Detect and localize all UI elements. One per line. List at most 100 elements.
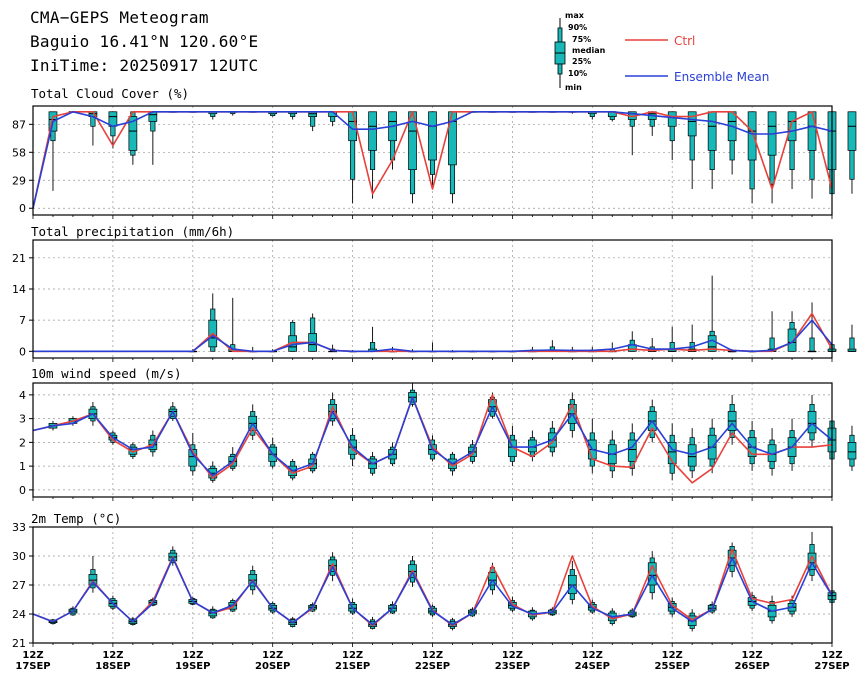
- box-0-32: [667, 111, 677, 161]
- box-inner: [687, 444, 697, 467]
- xtick-hour-9: 12Z: [742, 650, 763, 661]
- xtick-hour-2: 12Z: [182, 650, 203, 661]
- box-0-28: [587, 111, 597, 120]
- legend-key-1: 90%: [568, 23, 587, 32]
- box-0-38: [787, 111, 797, 189]
- box-inner: [488, 572, 497, 586]
- ytick-label-3-0: 21: [12, 637, 26, 650]
- box-inner: [707, 335, 717, 352]
- box-3-3: [88, 556, 98, 593]
- box-inner: [627, 439, 637, 462]
- ytick-label-1-0: 0: [19, 345, 26, 358]
- xtick-hour-0: 12Z: [22, 650, 43, 661]
- legend-key-0: max: [565, 11, 585, 20]
- box-inner: [428, 111, 437, 161]
- xtick-date-2: 19SEP: [175, 661, 210, 672]
- ytick-label-2-3: 3: [19, 413, 26, 426]
- box-inner: [787, 328, 797, 352]
- legend-key-5: 10%: [568, 69, 587, 78]
- series-mean-line-2: [32, 396, 833, 477]
- xtick-date-7: 24SEP: [575, 661, 610, 672]
- xtick-date-5: 22SEP: [415, 661, 450, 672]
- xtick-hour-5: 12Z: [422, 650, 443, 661]
- ytick-label-0-2: 58: [12, 146, 26, 159]
- box-0-17: [368, 111, 377, 199]
- box-3-27: [567, 560, 577, 605]
- xtick-hour-1: 12Z: [102, 650, 123, 661]
- ytick-label-3-2: 27: [12, 579, 26, 592]
- box-2-37: [767, 428, 777, 476]
- box-0-21: [448, 111, 457, 204]
- legend-key-4: 25%: [572, 57, 591, 66]
- box-inner: [368, 111, 377, 151]
- series-mean-line-0: [32, 111, 833, 209]
- legend-box-lower: [557, 63, 563, 75]
- xtick-hour-6: 12Z: [502, 650, 523, 661]
- box-0-36: [747, 111, 757, 204]
- box-1-39: [807, 302, 817, 353]
- legend-box-outer: [557, 27, 563, 43]
- box-inner: [807, 411, 817, 434]
- box-1-41: [847, 324, 857, 352]
- box-outer: [809, 337, 815, 352]
- xtick-hour-3: 12Z: [262, 650, 283, 661]
- series-mean-line-3: [32, 557, 833, 626]
- panel-frame-3: [32, 526, 833, 644]
- xtick-hour-7: 12Z: [582, 650, 603, 661]
- box-inner: [687, 111, 697, 137]
- ytick-label-2-0: 0: [19, 484, 26, 497]
- xtick-hour-10: 12Z: [821, 650, 842, 661]
- ytick-label-1-2: 14: [12, 283, 26, 296]
- box-0-35: [727, 111, 737, 175]
- box-2-39: [807, 394, 817, 448]
- xtick-date-1: 18SEP: [95, 661, 130, 672]
- panel-0: [29, 105, 857, 219]
- ytick-label-0-3: 87: [12, 118, 26, 131]
- box-inner: [807, 552, 817, 570]
- box-inner: [787, 111, 797, 142]
- box-inner: [707, 111, 717, 151]
- legend-key-6: min: [565, 83, 582, 92]
- box-0-33: [687, 111, 697, 189]
- box-1-14: [308, 313, 317, 352]
- box-0-30: [627, 111, 637, 156]
- box-1-17: [368, 326, 377, 352]
- panel-title-3: 2m Temp (°C): [31, 511, 121, 526]
- location-label: Baguio 16.41°N 120.60°E: [30, 32, 259, 51]
- box-0-13: [288, 111, 298, 120]
- ytick-label-0-1: 29: [12, 174, 26, 187]
- box-2-32: [667, 423, 677, 481]
- xtick-hour-8: 12Z: [662, 650, 683, 661]
- panel-title-1: Total precipitation (mm/6h): [31, 224, 234, 239]
- xtick-hour-4: 12Z: [342, 650, 363, 661]
- xtick-date-0: 17SEP: [15, 661, 50, 672]
- box-inner: [667, 442, 677, 465]
- ytick-label-3-3: 30: [12, 550, 26, 563]
- box-1-37: [767, 311, 777, 352]
- box-0-4: [108, 111, 118, 149]
- box-2-41: [847, 425, 857, 471]
- legend-key-2: 75%: [572, 35, 591, 44]
- box-inner: [667, 111, 677, 127]
- ytick-label-2-4: 4: [19, 389, 26, 402]
- box-0-20: [428, 111, 437, 189]
- box-inner: [847, 442, 857, 460]
- panel-2: [29, 382, 857, 501]
- box-1-32: [667, 326, 677, 352]
- box-1-10: [228, 297, 238, 352]
- box-0-14: [308, 111, 317, 132]
- box-0-34: [707, 111, 717, 189]
- box-0-9: [208, 111, 218, 120]
- panel-title-0: Total Cloud Cover (%): [31, 86, 189, 101]
- legend-ctrl-label: Ctrl: [674, 34, 695, 48]
- xtick-date-9: 26SEP: [734, 661, 769, 672]
- series-mean-line-1: [33, 319, 833, 353]
- box-inner: [847, 111, 857, 151]
- panel-3: [29, 526, 837, 647]
- box-inner: [807, 111, 817, 151]
- chart-title: CMA−GEPS Meteogram: [30, 8, 209, 27]
- box-1-13: [288, 320, 298, 352]
- xtick-date-8: 25SEP: [655, 661, 690, 672]
- box-2-30: [627, 423, 637, 476]
